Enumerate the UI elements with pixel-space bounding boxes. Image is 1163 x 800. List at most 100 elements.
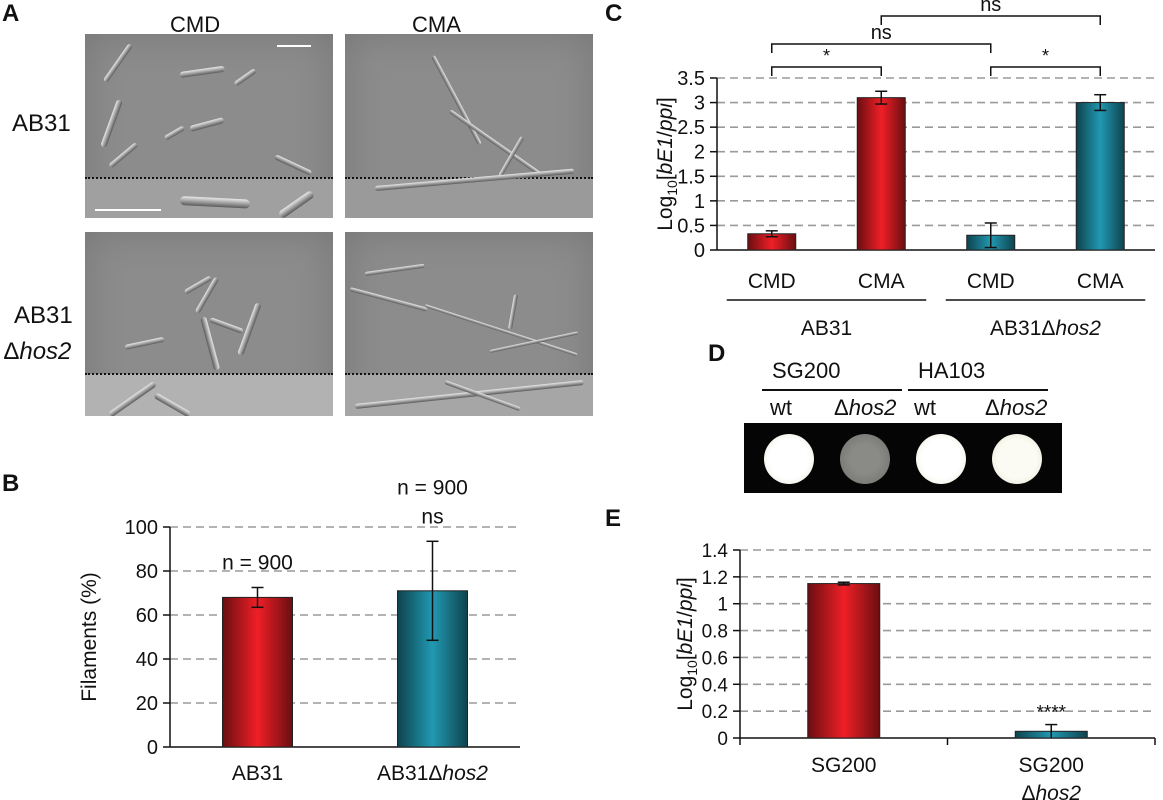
c-sig-label-3: ns bbox=[980, 0, 1001, 16]
colony-sg200-hos2 bbox=[840, 434, 890, 484]
c-xlabel-2: CMD bbox=[967, 270, 1015, 293]
panel-a-col-header-cma: CMA bbox=[412, 12, 461, 37]
scale-bar-upper bbox=[277, 45, 311, 47]
micrograph-divider bbox=[85, 177, 333, 179]
e-ytick-label: 1.4 bbox=[702, 541, 729, 562]
b-ytick-label: 40 bbox=[136, 649, 158, 671]
e-ylabel: Log10[bE1/ppi] bbox=[674, 577, 700, 711]
micrograph-lower-area bbox=[85, 374, 333, 416]
panel-letter-d: D bbox=[708, 340, 726, 367]
sub-delta: Δ bbox=[834, 395, 849, 420]
panel-letter-c: C bbox=[605, 0, 623, 27]
c-ytick-label: 2 bbox=[694, 142, 705, 164]
filament bbox=[508, 294, 519, 330]
b-annotation-1-1: n = 900 bbox=[397, 476, 468, 499]
c-sig-label-0: * bbox=[823, 46, 830, 66]
row-label-delta: Δ bbox=[3, 338, 20, 365]
cell bbox=[233, 68, 257, 87]
panel-d-group-sg200: SG200 bbox=[772, 358, 841, 383]
filament bbox=[349, 287, 428, 312]
b-annotation-0-0: n = 900 bbox=[222, 552, 293, 575]
colony-ha103-hos2 bbox=[992, 434, 1042, 484]
chart-b: 0 20 40 60 80 100 Filaments (%) AB31 AB31Δhos2 n … bbox=[78, 476, 520, 785]
c-sig-bracket-2 bbox=[771, 43, 992, 53]
c-ytick-label: 2.5 bbox=[677, 117, 705, 139]
e-ytick-label: 1.2 bbox=[702, 568, 728, 589]
panel-letter-a: A bbox=[2, 0, 20, 27]
cell bbox=[179, 65, 225, 78]
b-ylabel: Filaments (%) bbox=[78, 572, 101, 702]
panel-letter-b: B bbox=[2, 470, 20, 497]
e-ytick-label: 0.8 bbox=[702, 622, 728, 643]
panel-a-row-label-ab31-hos2: AB31 Δhos2 bbox=[3, 298, 73, 370]
c-bar-1 bbox=[856, 97, 906, 251]
micrograph-divider bbox=[85, 373, 333, 375]
c-ytick-label: 3 bbox=[694, 93, 705, 115]
c-sig-label-1: * bbox=[1042, 46, 1049, 66]
filament bbox=[448, 109, 542, 176]
c-xlabel-1: CMA bbox=[858, 270, 905, 293]
micrograph-lower-area bbox=[345, 178, 593, 218]
colony-plate bbox=[744, 423, 1062, 493]
cell bbox=[209, 317, 244, 334]
colony-sg200-wt bbox=[764, 434, 814, 484]
e-xlabel-1: SG200 bbox=[1019, 754, 1084, 777]
micrograph-ab31-hos2-cmd bbox=[85, 232, 333, 416]
filament bbox=[364, 263, 425, 276]
e-xlabel-line2-1: Δhos2 bbox=[1021, 782, 1081, 800]
filament bbox=[431, 55, 482, 146]
cell bbox=[108, 142, 139, 169]
cell bbox=[189, 117, 225, 132]
e-annotation-1: **** bbox=[1036, 703, 1066, 724]
c-ytick-label: 3.5 bbox=[677, 68, 705, 90]
c-sig-bracket-1 bbox=[990, 66, 1101, 76]
scale-bar-lower bbox=[95, 209, 161, 211]
sub-italic: hos2 bbox=[848, 395, 897, 420]
panel-d-group-ha103: HA103 bbox=[918, 358, 986, 383]
sub-italic: hos2 bbox=[999, 395, 1048, 420]
b-bar-0 bbox=[222, 596, 293, 748]
e-bar-0 bbox=[807, 583, 881, 739]
c-sig-bracket-3 bbox=[880, 15, 1101, 25]
cell bbox=[102, 43, 133, 83]
panel-d-sub-wt-1: wt bbox=[770, 395, 792, 421]
b-ytick-label: 100 bbox=[125, 517, 158, 539]
c-ytick-label: 1.5 bbox=[677, 166, 705, 188]
micrograph-ab31-cma bbox=[345, 34, 593, 218]
e-ytick-label: 0.6 bbox=[702, 648, 728, 669]
c-bar-3 bbox=[1075, 102, 1125, 251]
b-bar-1 bbox=[397, 590, 468, 748]
b-xlabel-1: AB31Δhos2 bbox=[377, 762, 488, 785]
panel-d-group-line-sg200 bbox=[762, 389, 902, 391]
panel-a-row-label-ab31: AB31 bbox=[12, 110, 71, 137]
sub-delta: Δ bbox=[985, 395, 1000, 420]
b-annotation-1-0: ns bbox=[421, 505, 443, 528]
c-ytick-label: 1 bbox=[694, 191, 705, 213]
e-ytick-label: 0.4 bbox=[702, 675, 729, 696]
c-group-label-1: AB31Δhos2 bbox=[990, 317, 1101, 340]
b-ytick-label: 80 bbox=[136, 561, 158, 583]
row-label-line1: AB31 bbox=[14, 302, 73, 329]
sub-label: wt bbox=[770, 395, 792, 420]
c-xlabel-3: CMA bbox=[1077, 270, 1124, 293]
e-ytick-label: 0 bbox=[717, 729, 728, 750]
micrograph-divider bbox=[345, 373, 593, 375]
c-sig-label-2: ns bbox=[871, 22, 892, 44]
e-ytick-label: 0.2 bbox=[702, 702, 728, 723]
panel-a-col-header-cmd: CMD bbox=[170, 12, 221, 37]
e-xlabel-0: SG200 bbox=[811, 754, 876, 777]
c-xlabel-0: CMD bbox=[748, 270, 796, 293]
c-ylabel: Log10[bE1/ppi] bbox=[654, 97, 680, 231]
b-xlabel-0: AB31 bbox=[232, 762, 283, 785]
row-label-italic: hos2 bbox=[19, 338, 72, 365]
panel-d-sub-hos2-1: Δhos2 bbox=[834, 395, 896, 421]
micrograph-ab31-hos2-cma bbox=[345, 232, 593, 416]
c-sig-bracket-0 bbox=[771, 66, 882, 76]
c-ytick-label: 0 bbox=[694, 240, 705, 262]
cell bbox=[273, 154, 313, 176]
e-ytick-label: 1 bbox=[717, 595, 728, 616]
b-ytick-label: 60 bbox=[136, 605, 158, 627]
b-ytick-label: 20 bbox=[136, 693, 158, 715]
sub-label: wt bbox=[914, 395, 936, 420]
panel-d-sub-hos2-2: Δhos2 bbox=[985, 395, 1047, 421]
